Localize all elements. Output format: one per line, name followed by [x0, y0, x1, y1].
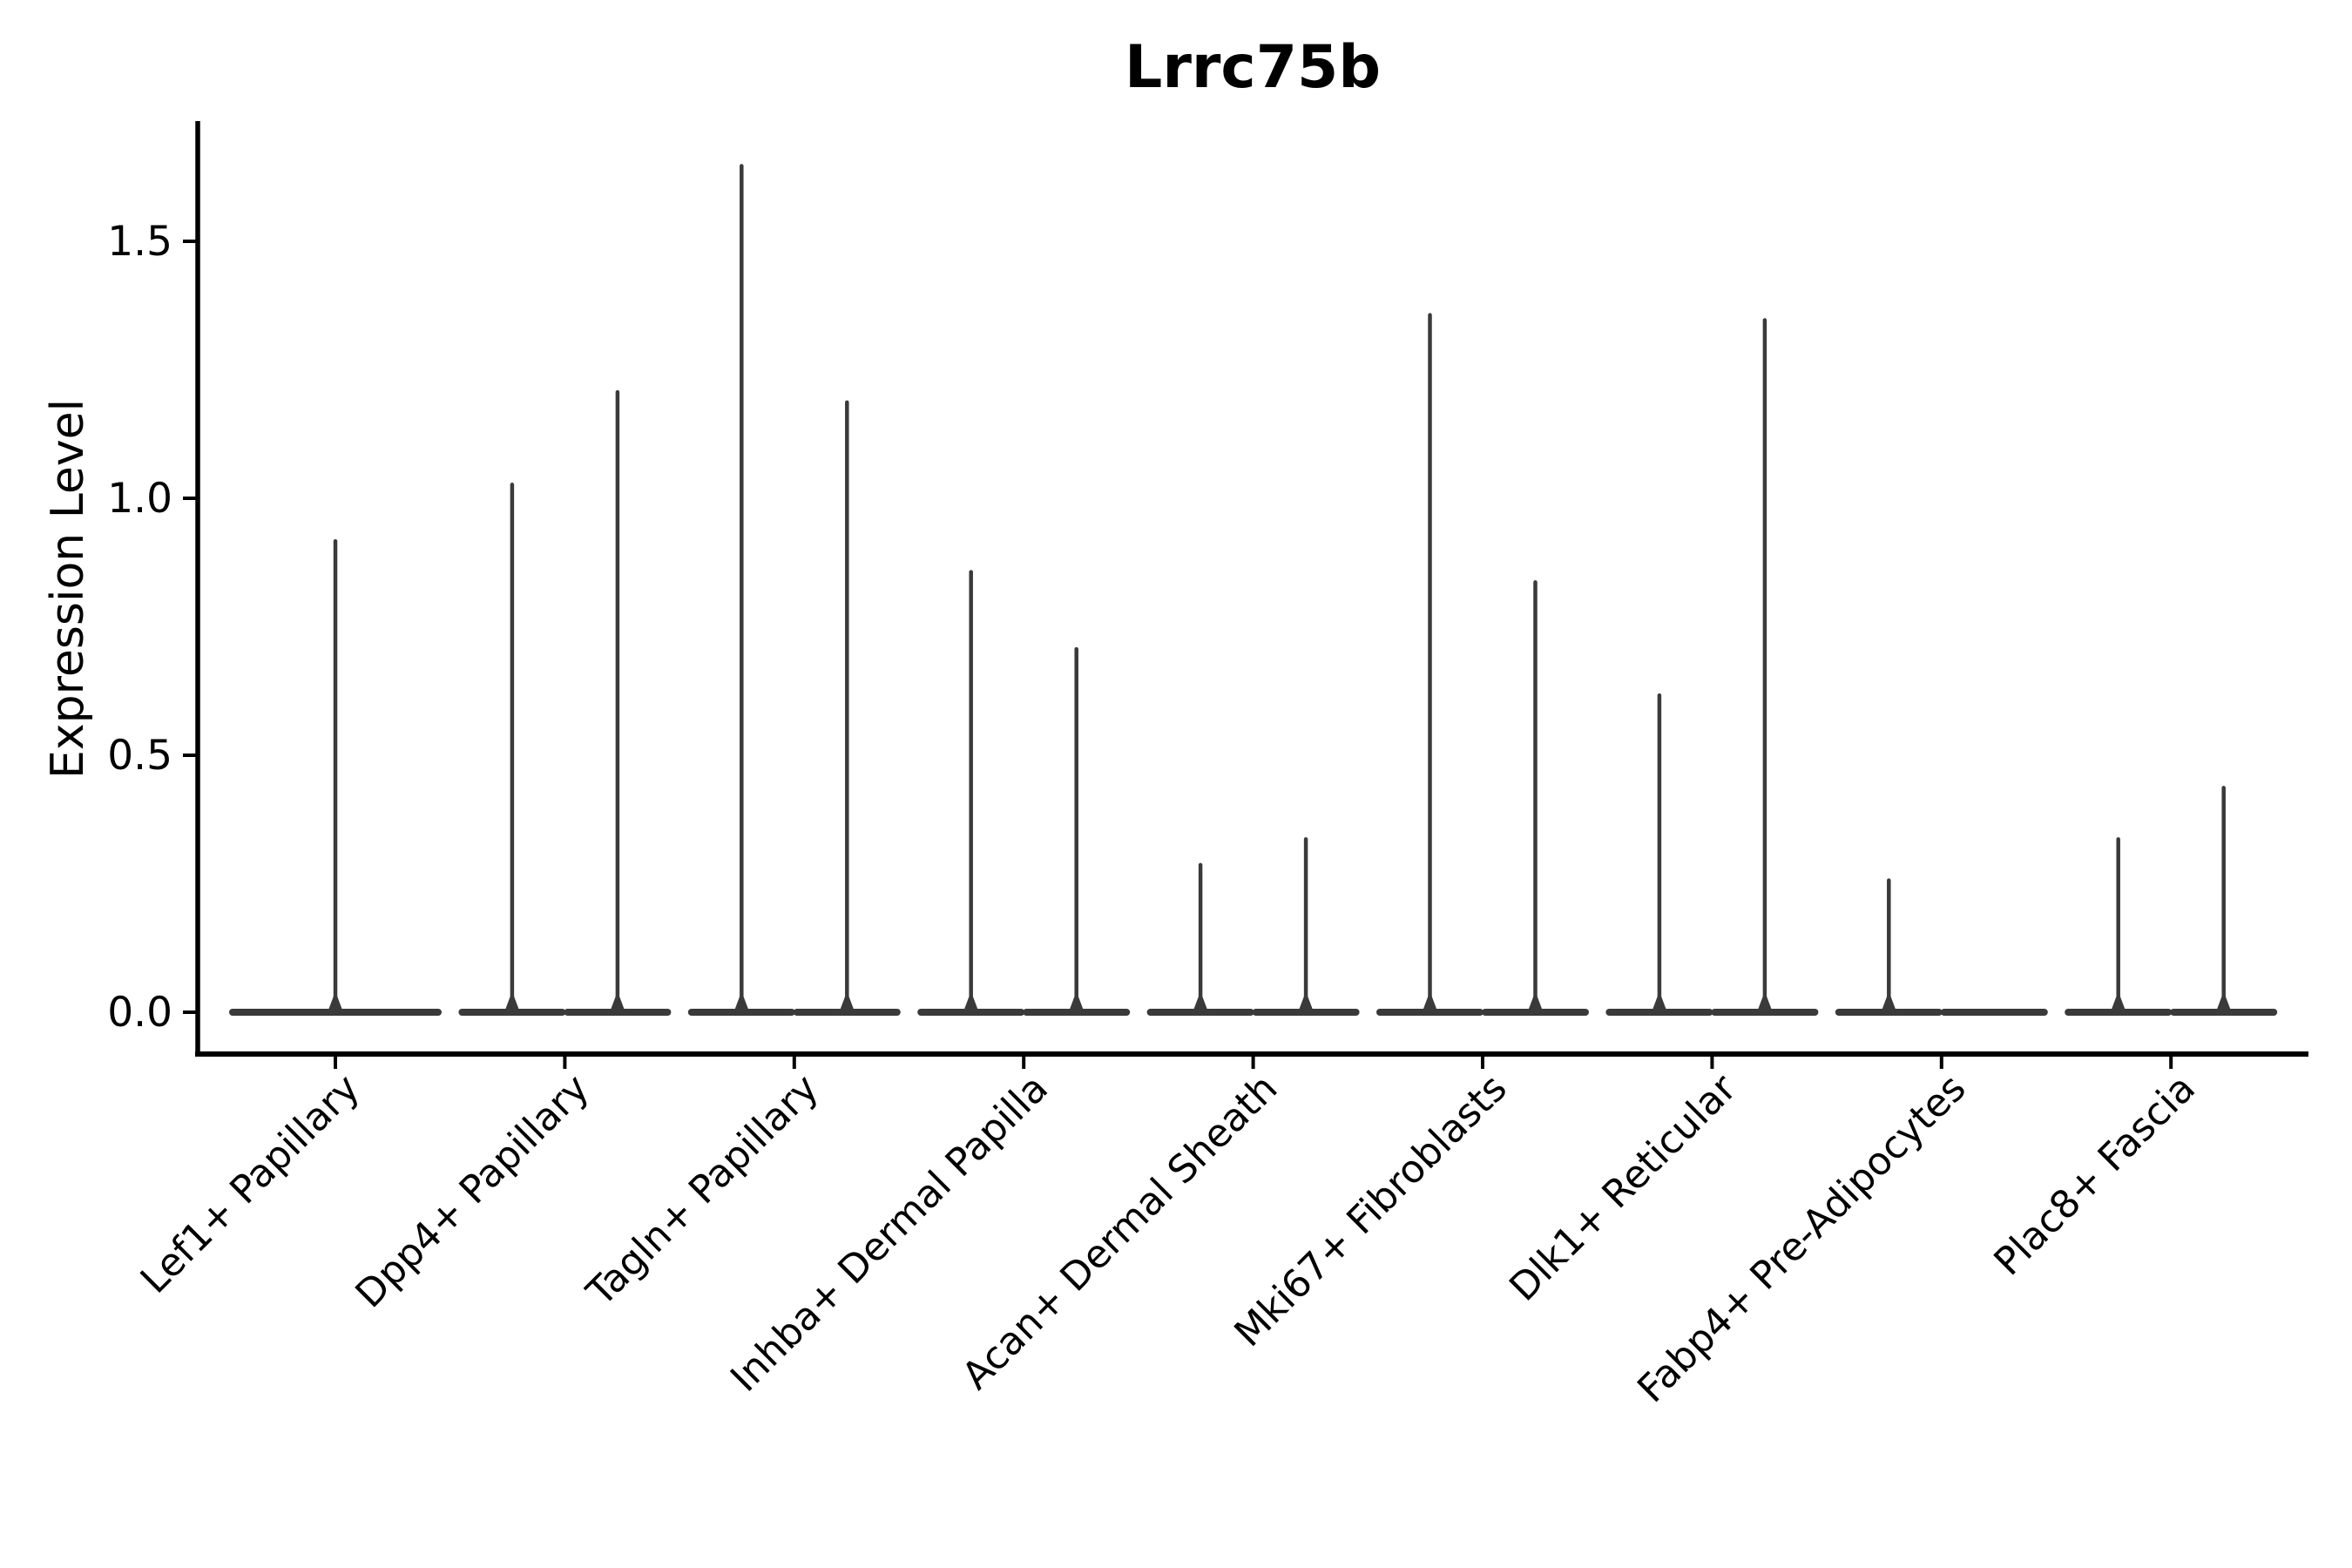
y-axis-label: Expression Level: [42, 399, 94, 779]
x-category-label: Dlk1+ Reticular: [1501, 1065, 1746, 1310]
violins-layer: [229, 164, 2278, 1016]
x-category-label: Dpp4+ Papillary: [348, 1066, 598, 1317]
y-tick-label: 1.0: [107, 475, 172, 523]
y-axis-ticks: 0.0 0.5 1.0 1.5: [107, 218, 198, 1037]
plot-title: Lrrc75b: [1125, 33, 1381, 102]
x-category-label: Plac8+ Fascia: [1985, 1066, 2204, 1285]
y-tick-label: 1.5: [107, 218, 172, 266]
y-tick-label: 0.5: [107, 732, 172, 780]
x-category-label: Tagln+ Papillary: [578, 1066, 827, 1315]
x-category-label: Lef1+ Papillary: [132, 1066, 368, 1302]
y-tick-label: 0.0: [107, 989, 172, 1037]
